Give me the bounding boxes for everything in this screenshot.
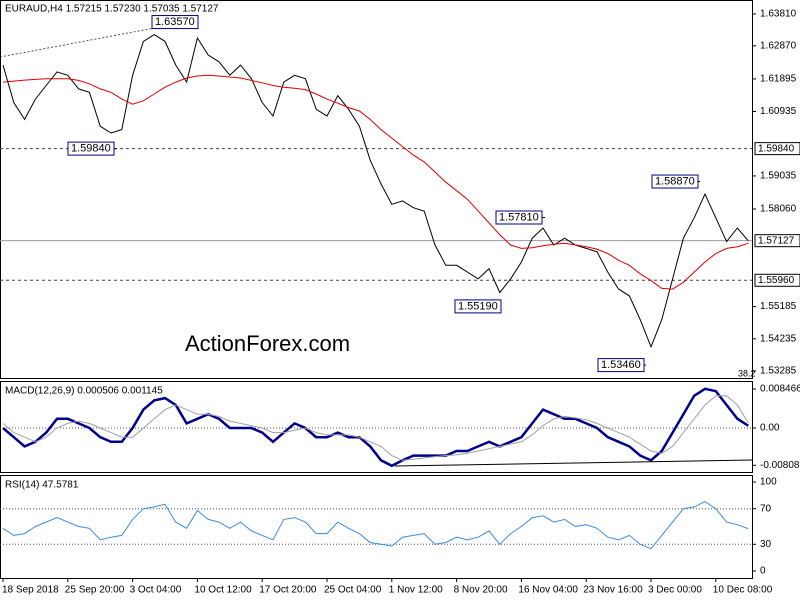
y-tick-label: 1.59035 (760, 171, 797, 182)
y-tick-label: -0.008088 (760, 460, 800, 471)
y-tick-label: 0.008466 (760, 384, 800, 395)
price-box (754, 142, 800, 156)
x-tick-label: 25 Oct 04:00 (324, 585, 382, 596)
fib-label: 38.2 (738, 368, 756, 378)
panel-title: RSI(14) 47.5781 (5, 480, 79, 491)
annotation-label: 1.57810 (499, 211, 539, 223)
y-tick-label: 70 (760, 503, 772, 514)
series-line (2, 34, 749, 349)
series-line (2, 395, 749, 461)
y-tick-label: 1.55185 (760, 301, 797, 312)
panel-title: EURAUD,H4 1.57215 1.57230 1.57035 1.5712… (5, 4, 219, 15)
macd-trend-line (394, 459, 753, 467)
y-tick-label: 0.00 (760, 423, 780, 434)
annotation-label: 1.53460 (601, 359, 641, 371)
series-line (2, 387, 749, 468)
annotation-box (151, 15, 199, 30)
y-tick-label: 100 (760, 477, 777, 488)
y-tick-label: 1.63810 (760, 9, 797, 20)
x-tick-label: 10 Dec 08:00 (713, 585, 773, 596)
annotation-box (495, 210, 543, 225)
annotation-label: 1.55190 (458, 300, 498, 312)
x-tick-label: 17 Oct 20:00 (259, 585, 317, 596)
price-box-label: 1.59840 (758, 143, 795, 154)
annotation-box (597, 358, 645, 373)
x-tick-label: 3 Dec 00:00 (648, 585, 702, 596)
annotation-label: 1.59840 (71, 143, 111, 155)
annotation-box (454, 299, 502, 314)
x-tick-label: 10 Oct 12:00 (194, 585, 252, 596)
x-tick-label: 18 Sep 2018 (2, 585, 59, 596)
y-tick-label: 30 (760, 539, 772, 550)
x-tick-label: 25 Sep 20:00 (65, 585, 125, 596)
x-tick-label: 23 Nov 16:00 (583, 585, 643, 596)
panel-frame (0, 381, 753, 473)
price-box (754, 234, 800, 248)
x-tick-label: 1 Nov 12:00 (389, 585, 443, 596)
x-tick-label: 3 Oct 04:00 (130, 585, 182, 596)
trend-line (0, 26, 161, 58)
series-line (2, 74, 749, 290)
price-box-label: 1.57127 (758, 235, 795, 246)
y-tick-label: 0 (760, 566, 766, 577)
series-line (2, 501, 749, 550)
x-tick-label: 16 Nov 04:00 (518, 585, 578, 596)
y-tick-label: 1.62870 (760, 40, 797, 51)
y-tick-label: 1.53285 (760, 366, 797, 377)
price-box-label: 1.55960 (758, 275, 795, 286)
annotation-label: 1.58870 (655, 175, 695, 187)
panel-frame (0, 0, 753, 379)
annotation-label: 1.63570 (155, 16, 195, 28)
y-tick-label: 1.58060 (760, 204, 797, 215)
y-tick-label: 1.54235 (760, 333, 797, 344)
annotation-box (67, 141, 115, 156)
price-box (754, 273, 800, 287)
annotation-box (651, 174, 699, 189)
y-tick-label: 1.60935 (760, 106, 797, 117)
watermark: ActionForex.com (185, 331, 350, 356)
y-tick-label: 1.61895 (760, 74, 797, 85)
x-tick-label: 8 Nov 20:00 (454, 585, 508, 596)
panel-frame (0, 475, 753, 579)
panel-title: MACD(12,26,9) 0.000506 0.001145 (5, 386, 163, 397)
